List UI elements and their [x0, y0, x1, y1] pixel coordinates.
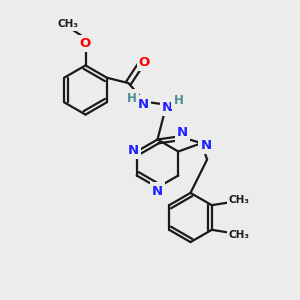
Text: H: H [128, 92, 137, 105]
Text: N: N [162, 100, 173, 114]
Text: CH₃: CH₃ [229, 195, 250, 206]
Text: N: N [138, 98, 149, 111]
Text: N: N [200, 139, 211, 152]
Text: CH₃: CH₃ [57, 19, 78, 29]
Text: N: N [128, 144, 139, 157]
Text: N: N [177, 126, 188, 140]
Text: CH₃: CH₃ [229, 230, 250, 240]
Text: O: O [139, 56, 150, 69]
Text: H: H [174, 94, 183, 107]
Text: O: O [80, 37, 91, 50]
Text: N: N [152, 184, 163, 198]
